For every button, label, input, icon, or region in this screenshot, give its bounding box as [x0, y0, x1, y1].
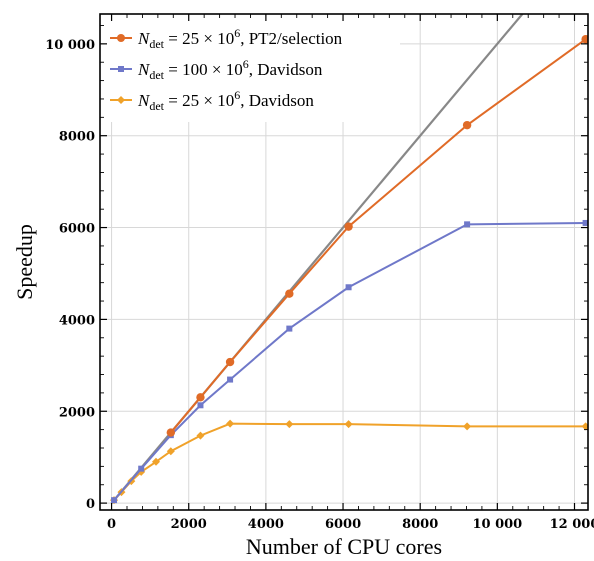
- point-davidson-100m: [138, 465, 145, 472]
- y-tick-label: 4000: [59, 313, 95, 328]
- x-tick-label: 4000: [248, 517, 284, 532]
- point-pt2-selection: [196, 393, 205, 402]
- point-pt2-selection: [581, 35, 588, 44]
- series-davidson-25m: [110, 419, 588, 505]
- point-davidson-100m: [286, 325, 293, 332]
- point-pt2-selection: [225, 357, 235, 367]
- legend-label-sub: det: [149, 37, 164, 51]
- point-davidson-25m: [166, 447, 175, 456]
- point-davidson-100m: [345, 284, 352, 291]
- series-group: [110, 35, 588, 505]
- point-davidson-25m: [196, 431, 205, 440]
- point-davidson-100m: [582, 219, 588, 226]
- y-axis-title: Speedup: [12, 224, 37, 300]
- y-tick-label: 0: [86, 497, 95, 512]
- point-pt2-selection: [285, 289, 294, 298]
- x-tick-label: 6000: [325, 517, 361, 532]
- point-davidson-25m: [226, 419, 235, 428]
- point-pt2-selection: [344, 222, 353, 231]
- legend-label-suffix: , PT2/selection: [240, 29, 342, 48]
- legend-label-sup: 6: [243, 57, 249, 71]
- x-tick-label: 8000: [402, 517, 438, 532]
- legend-label: Ndet = 100 × 106, Davidson: [137, 57, 323, 82]
- legend-label-suffix: , Davidson: [249, 60, 323, 79]
- legend-label: Ndet = 25 × 106, Davidson: [137, 88, 314, 113]
- y-tick-label: 6000: [59, 222, 95, 237]
- legend-label-prefix: N: [137, 91, 151, 110]
- legend-label-mid: = 100 × 10: [164, 60, 243, 79]
- legend-label: Ndet = 25 × 106, PT2/selection: [137, 26, 343, 51]
- series-davidson-100m: [111, 219, 588, 504]
- legend-marker: [117, 96, 125, 104]
- legend-item-davidson-25m: Ndet = 25 × 106, Davidson: [110, 88, 314, 113]
- point-pt2-selection: [462, 120, 472, 130]
- legend-label-suffix: , Davidson: [240, 91, 314, 110]
- legend-marker: [117, 34, 125, 42]
- point-davidson-100m: [464, 221, 471, 228]
- point-davidson-100m: [111, 497, 118, 504]
- point-davidson-25m: [463, 422, 472, 431]
- line-davidson-25m: [113, 422, 586, 501]
- legend-marker: [118, 66, 124, 72]
- x-axis-title: Number of CPU cores: [246, 534, 442, 559]
- legend-label-sup: 6: [234, 88, 240, 102]
- point-pt2-selection: [166, 428, 176, 437]
- x-tick-label: 0: [107, 517, 116, 532]
- y-tick-label: 10 000: [45, 38, 95, 53]
- point-davidson-100m: [227, 376, 234, 383]
- series-pt2-selection: [166, 35, 588, 437]
- legend-label-sub: det: [149, 99, 164, 113]
- point-davidson-25m: [581, 422, 588, 431]
- x-tick-label: 10 000: [472, 517, 522, 532]
- point-davidson-25m: [152, 457, 161, 466]
- x-tick-label: 2000: [171, 517, 207, 532]
- legend-label-mid: = 25 × 10: [164, 91, 234, 110]
- y-tick-label: 2000: [59, 405, 95, 420]
- legend-label-sup: 6: [234, 26, 240, 40]
- plot-frame: [99, 13, 589, 511]
- point-davidson-25m: [344, 420, 353, 429]
- legend-label-prefix: N: [137, 29, 151, 48]
- legend-background: [104, 18, 400, 122]
- point-davidson-25m: [285, 420, 294, 429]
- line-davidson-100m: [113, 221, 586, 501]
- legend-label-prefix: N: [137, 60, 151, 79]
- legend-label-sub: det: [149, 68, 164, 82]
- legend-item-davidson-100m: Ndet = 100 × 106, Davidson: [110, 57, 323, 82]
- y-tick-label: 8000: [59, 130, 95, 145]
- x-tick-label: 12 000: [550, 517, 594, 532]
- legend-label-mid: = 25 × 10: [164, 29, 234, 48]
- ticks: 0 2000 4000 6000 8000 10 000 12 000 0 2000 4000 60…: [45, 14, 594, 532]
- legend-item-pt2-selection: Ndet = 25 × 106, PT2/selection: [110, 26, 343, 51]
- point-davidson-100m: [197, 402, 204, 409]
